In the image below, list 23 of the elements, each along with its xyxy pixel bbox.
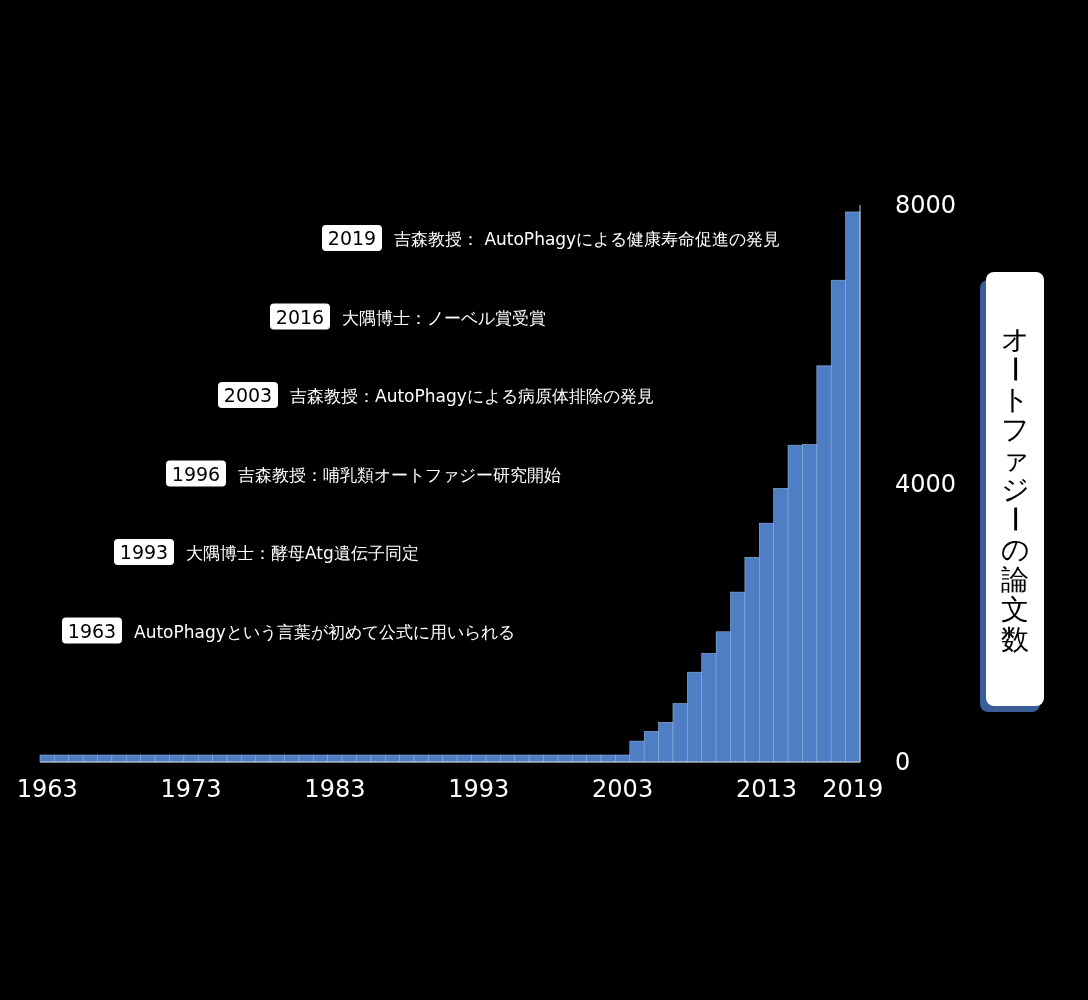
annotation: 1996 (171, 462, 221, 485)
x-tick-label: 2003 (592, 775, 654, 803)
annotation: 2003 (223, 384, 273, 406)
x-tick-label: 2019 (822, 775, 884, 803)
annotation: 吉森教授：AutoPhagyによる病原体排除の発見 (290, 386, 654, 406)
annotation: 吉森教授：哺乳類オートファジー研究開始 (238, 464, 561, 485)
annotation: 1993 (119, 541, 169, 563)
x-tick-label: 1983 (304, 775, 366, 803)
x-tick-label: 1973 (160, 775, 222, 803)
annotation: AutoPhagyという言葉が初めて公式に用いられる (134, 621, 515, 642)
annotation: 2019 (327, 227, 377, 249)
annotation: 大隅博士：酵母Atg遺伝子同定 (186, 543, 419, 563)
annotation: 大隅博士：ノーベル賞受賞 (342, 307, 546, 328)
annotation: 吉森教授： AutoPhagyによる健康寿命促進の発見 (394, 229, 781, 249)
y-tick-label: 0 (895, 748, 911, 776)
annotation: 1963 (67, 619, 117, 642)
x-tick-label: 1993 (448, 775, 510, 803)
y-tick-label: 8000 (895, 191, 957, 219)
x-tick-label: 1963 (16, 775, 78, 803)
annotation: 2016 (275, 305, 325, 328)
ylabel: オートファジーの論文数 (998, 323, 1031, 656)
x-tick-label: 2013 (735, 775, 798, 803)
y-tick-label: 4000 (895, 469, 957, 498)
